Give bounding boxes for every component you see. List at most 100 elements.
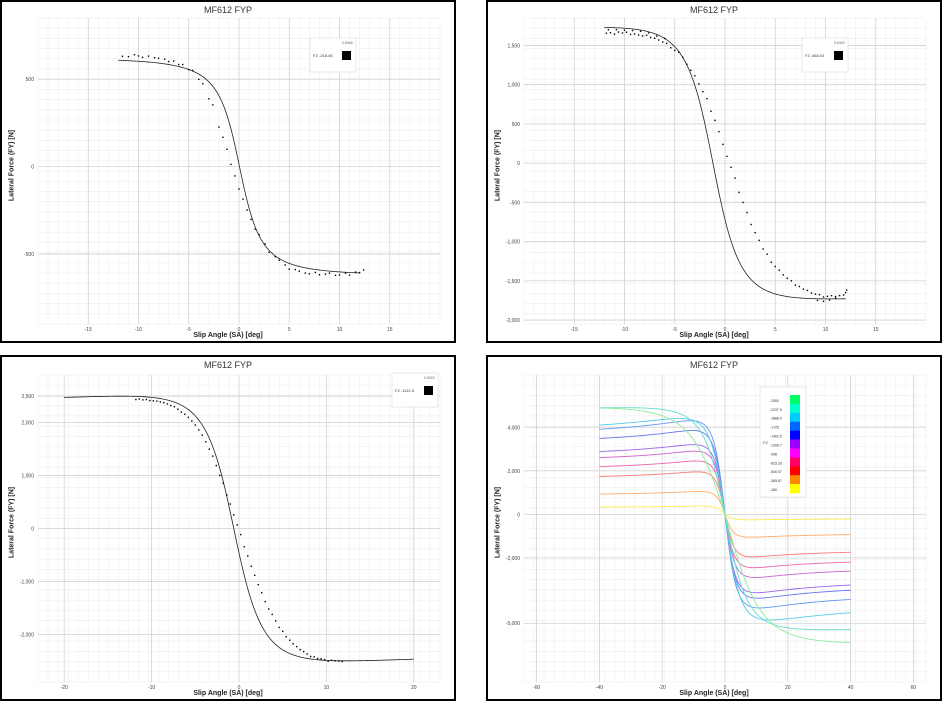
data-point xyxy=(718,130,720,133)
data-point xyxy=(702,90,704,93)
legend-label: -365.67 xyxy=(770,479,782,483)
x-tick-label: 5 xyxy=(774,327,777,333)
data-point xyxy=(121,55,124,57)
data-point xyxy=(845,289,848,291)
data-point xyxy=(191,420,193,422)
data-point xyxy=(830,294,833,297)
data-point xyxy=(358,271,361,274)
data-point xyxy=(212,104,214,106)
fit-curve xyxy=(604,27,846,300)
data-point xyxy=(631,29,634,32)
data-point xyxy=(842,294,845,296)
legend-swatch xyxy=(342,51,351,60)
data-point xyxy=(674,49,676,52)
data-point xyxy=(621,32,624,34)
data-point xyxy=(344,272,347,274)
data-point xyxy=(173,406,176,408)
data-point xyxy=(142,399,144,401)
legend-label: -2237.5 xyxy=(770,408,782,412)
x-tick-label: 0 xyxy=(724,327,727,333)
x-tick-label: -15 xyxy=(85,327,92,333)
x-tick-label: -5 xyxy=(673,327,678,333)
data-point xyxy=(694,75,696,77)
fit-curve xyxy=(64,395,414,662)
data-point xyxy=(264,600,266,603)
data-point xyxy=(334,274,337,277)
data-point xyxy=(710,110,712,112)
chart-1-legend: FZ 0.8965 -218.45 xyxy=(309,37,357,73)
legend-swatch xyxy=(790,448,800,458)
y-tick-label: 1,000 xyxy=(21,474,34,480)
data-point xyxy=(354,271,357,273)
data-point xyxy=(826,295,829,298)
data-point xyxy=(198,78,200,81)
data-point xyxy=(246,209,248,211)
data-point xyxy=(258,233,260,236)
data-point xyxy=(754,231,756,234)
data-point xyxy=(261,591,263,594)
chart-panel-2: -15 -10 -5 0 5 10 15 1,500 1,000 500 0 -500 -1,000 -1… xyxy=(486,0,942,343)
data-point xyxy=(202,83,204,85)
data-point xyxy=(758,239,760,242)
data-point xyxy=(187,416,190,419)
data-point xyxy=(647,32,650,34)
data-point xyxy=(806,289,809,292)
x-tick-label: 15 xyxy=(873,327,879,333)
legend-heading: FZ xyxy=(805,53,810,58)
data-point xyxy=(184,413,186,415)
data-point xyxy=(828,299,831,301)
legend-label: -1888.9 xyxy=(770,417,782,421)
legend-label: -1112.5 xyxy=(401,388,415,393)
chart-1-xlabel: Slip Angle (SA) [deg] xyxy=(193,332,263,339)
data-point xyxy=(233,514,235,516)
x-tick-label: -20 xyxy=(61,685,68,691)
data-point xyxy=(182,63,184,66)
data-point xyxy=(722,143,724,146)
data-point xyxy=(690,69,692,71)
data-point xyxy=(215,464,217,467)
legend-label: -1268.7 xyxy=(770,443,782,447)
data-point xyxy=(834,297,837,299)
data-point xyxy=(309,655,312,658)
data-point xyxy=(782,274,784,276)
data-point xyxy=(320,658,322,660)
data-point xyxy=(762,248,764,250)
data-point xyxy=(242,198,244,200)
data-point xyxy=(295,645,298,648)
data-point xyxy=(288,639,291,641)
chart-3-ylabel: Lateral Force (FY) [N] xyxy=(8,486,16,559)
legend-label: -664.01 xyxy=(811,53,825,58)
data-point xyxy=(609,32,612,34)
chart-3-svg: -20 -10 0 10 20 2,500 2,000 1,000 0 -1,000 -2,000 F… xyxy=(20,372,441,691)
data-point xyxy=(285,635,287,638)
data-point xyxy=(137,55,140,57)
data-point xyxy=(149,399,151,402)
y-tick-label: 0 xyxy=(517,161,520,167)
x-tick-label: 0 xyxy=(724,685,727,691)
data-point xyxy=(678,51,680,53)
data-point xyxy=(645,34,648,36)
x-tick-label: -10 xyxy=(148,685,155,691)
data-point xyxy=(814,293,817,295)
chart-panel-4: -60 -40 -20 0 20 40 60 4,000 2,000 0 -2,000 -5,000 F… xyxy=(486,355,942,701)
data-point xyxy=(180,411,183,413)
data-point xyxy=(798,285,801,288)
data-point xyxy=(218,126,220,128)
legend-swatch xyxy=(790,457,800,467)
legend-label: -218.45 xyxy=(319,53,333,58)
legend-label: -1725 xyxy=(770,426,779,430)
data-point xyxy=(243,546,245,548)
chart-2-svg: -15 -10 -5 0 5 10 15 1,500 1,000 500 0 -500 -1,000 -1… xyxy=(506,17,927,333)
data-point xyxy=(623,29,626,31)
data-point xyxy=(682,56,684,59)
x-tick-label: 10 xyxy=(324,685,330,691)
x-tick-label: -60 xyxy=(533,685,540,691)
data-point xyxy=(318,273,321,276)
data-point xyxy=(234,175,236,177)
x-tick-label: -5 xyxy=(187,327,192,333)
y-tick-label: -2,000 xyxy=(20,632,34,638)
data-point xyxy=(362,269,365,271)
legend-extra: 0.8965 xyxy=(342,41,353,45)
data-point xyxy=(844,291,847,294)
data-point xyxy=(686,63,688,65)
